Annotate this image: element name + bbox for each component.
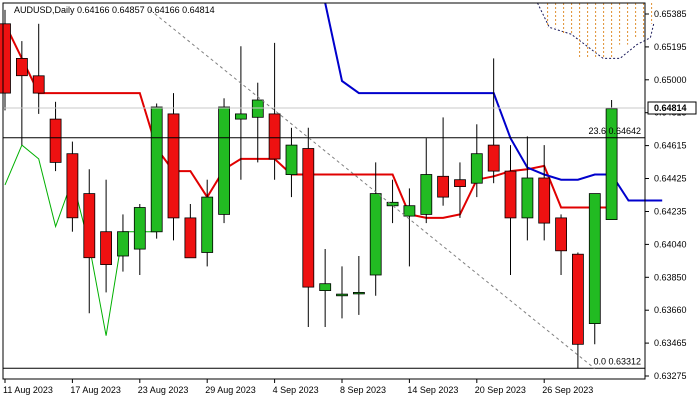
candle-body	[285, 144, 298, 176]
x-tick-label: 8 Sep 2023	[340, 385, 386, 395]
cloud-boundary	[537, 2, 655, 59]
candle-body	[319, 283, 332, 292]
candle-body	[403, 205, 416, 217]
y-tick-label: 0.63660	[654, 305, 687, 315]
x-tick-label: 23 Aug 2023	[138, 385, 189, 395]
x-tick-label: 14 Sep 2023	[407, 385, 458, 395]
fib-0-label: 0.0 0.63312	[593, 356, 641, 366]
candle-body	[555, 217, 567, 252]
current-price-box	[647, 101, 697, 115]
candle-body	[133, 207, 146, 250]
y-tick-label: 0.63850	[654, 272, 687, 282]
candle-body	[487, 144, 500, 172]
x-tick-label: 29 Aug 2023	[205, 385, 256, 395]
candle-body	[538, 177, 551, 224]
indicator-line-3	[4, 144, 157, 336]
candle-body	[83, 193, 96, 259]
candle-body	[117, 231, 129, 257]
x-tick-label: 20 Sep 2023	[475, 385, 526, 395]
candle-body	[201, 196, 214, 253]
candle-body	[184, 217, 197, 259]
candle-body	[302, 148, 315, 288]
current-price-label: 0.64814	[654, 103, 687, 113]
y-tick-label: 0.65000	[654, 75, 687, 85]
candle-body	[218, 106, 231, 215]
y-tick-label: 0.63465	[654, 338, 687, 348]
fib-23-6-label: 23.6 0.64642	[588, 126, 641, 136]
axis-layer: 0.653850.651950.650000.648150.646150.644…	[2, 2, 697, 395]
candle-body	[588, 193, 601, 325]
candle-body	[234, 113, 247, 120]
candles-layer	[0, 9, 618, 369]
x-tick-label: 4 Sep 2023	[273, 385, 319, 395]
y-tick-label: 0.64615	[654, 141, 687, 151]
candle-body	[386, 201, 399, 207]
dashed-trendline	[149, 9, 596, 369]
candle-body	[251, 99, 264, 118]
candle-body	[470, 153, 483, 184]
candle-body	[100, 231, 112, 265]
candle-body	[49, 118, 62, 163]
candle-body	[572, 253, 584, 345]
y-tick-label: 0.64425	[654, 174, 687, 184]
cloud-layer	[537, 2, 655, 59]
candle-body	[336, 293, 348, 297]
x-tick-label: 11 Aug 2023	[3, 385, 53, 395]
candle-body	[167, 113, 180, 219]
candle-body	[369, 193, 382, 276]
candle-body	[420, 174, 433, 215]
candle-body	[352, 291, 365, 295]
plot-frame	[2, 2, 646, 380]
overlay-layer: 23.6 0.64642 0.0 0.63312	[3, 9, 645, 369]
candle-body	[15, 58, 28, 77]
chart-header: AUDUSD,Daily 0.64166 0.64857 0.64166 0.6…	[14, 5, 215, 15]
y-tick-label: 0.64235	[654, 207, 687, 217]
candle-body	[66, 153, 79, 219]
candle-body	[521, 177, 534, 219]
y-tick-label: 0.65385	[654, 9, 687, 19]
candle-body	[454, 179, 466, 187]
candle-body	[605, 108, 618, 220]
candle-body	[32, 75, 45, 94]
y-tick-label: 0.64040	[654, 239, 687, 249]
y-tick-label: 0.63275	[654, 371, 687, 381]
x-tick-label: 26 Sep 2023	[542, 385, 593, 395]
y-tick-label: 0.65195	[654, 42, 687, 52]
candle-body	[0, 23, 11, 94]
candle-body	[150, 106, 163, 233]
indicator-line-1	[4, 23, 612, 219]
candle-body	[504, 170, 517, 219]
candle-body	[437, 175, 450, 198]
candle-body	[268, 113, 281, 160]
x-tick-label: 17 Aug 2023	[70, 385, 121, 395]
